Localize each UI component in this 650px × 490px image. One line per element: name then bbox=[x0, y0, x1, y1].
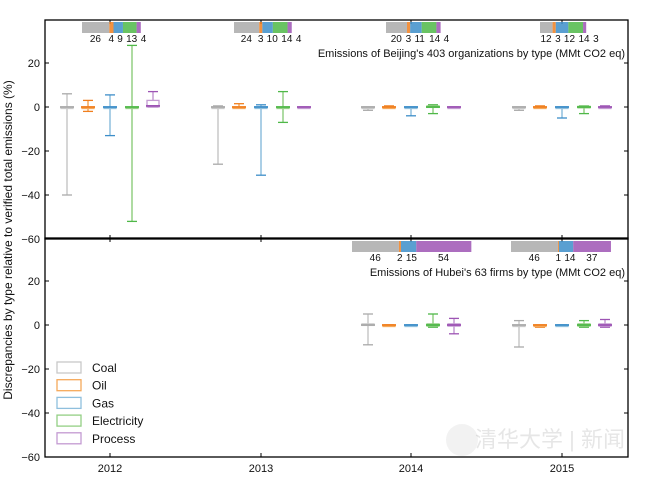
legend-swatch-electricity bbox=[56, 414, 82, 427]
emission-bar-label: 3 bbox=[555, 34, 561, 45]
x-tick-label: 2012 bbox=[98, 463, 122, 475]
legend-label-oil: Oil bbox=[92, 379, 107, 393]
emission-bar-segment-electricity bbox=[272, 22, 288, 33]
emission-bar-segment-process bbox=[436, 22, 441, 33]
legend-swatch-gas bbox=[56, 396, 82, 410]
emission-bar-label: 12 bbox=[541, 34, 553, 45]
y-tick-label: 0 bbox=[34, 320, 40, 332]
emission-bar-label: 46 bbox=[529, 253, 541, 264]
emission-bar-label: 4 bbox=[109, 34, 115, 45]
emission-bar-label: 14 bbox=[281, 34, 293, 45]
emission-bar-label: 4 bbox=[444, 34, 450, 45]
legend-swatch-oil bbox=[56, 379, 82, 392]
y-tick-label: 20 bbox=[28, 276, 40, 288]
y-tick-label: −20 bbox=[21, 146, 40, 158]
emission-bar-label: 4 bbox=[296, 34, 302, 45]
emission-bar-segment-oil bbox=[259, 22, 263, 33]
legend-label-gas: Gas bbox=[92, 396, 114, 410]
y-tick-label: 0 bbox=[34, 102, 40, 114]
emission-bar-segment-electricity bbox=[568, 22, 584, 33]
hubei-panel-title: Emissions of Hubei's 63 firms by type (M… bbox=[370, 267, 625, 279]
emission-bar-segment-process bbox=[287, 22, 292, 33]
emission-bar-label: 14 bbox=[579, 34, 591, 45]
emission-bar-segment-electricity bbox=[122, 22, 137, 33]
emission-bar-label: 10 bbox=[267, 34, 279, 45]
watermark-logo: 清华大学 | 新闻 bbox=[475, 427, 625, 452]
y-tick-label: −40 bbox=[21, 190, 40, 202]
y-tick-label: −60 bbox=[21, 452, 40, 464]
emission-bar-segment-coal bbox=[540, 22, 553, 33]
emission-bar-label: 20 bbox=[391, 34, 403, 45]
emission-bar-label: 3 bbox=[593, 34, 599, 45]
emission-bar-segment-coal bbox=[352, 241, 399, 252]
emission-bar-label: 13 bbox=[126, 34, 138, 45]
emission-bar-segment-gas bbox=[558, 241, 574, 252]
emission-bar-segment-oil bbox=[109, 22, 114, 33]
emission-bar-label: 3 bbox=[258, 34, 264, 45]
emission-bar-label: 37 bbox=[586, 253, 598, 264]
emission-bar-label: 46 bbox=[370, 253, 382, 264]
plot-frame-beijing bbox=[44, 19, 629, 240]
emission-bar-segment-process bbox=[136, 22, 141, 33]
emission-bar-label: 2 bbox=[397, 253, 403, 264]
emission-bar-label: 54 bbox=[438, 253, 450, 264]
emission-bar-segment-process bbox=[573, 241, 611, 252]
y-axis-label: Discrepancies by type relative to verifi… bbox=[1, 80, 15, 399]
legend-swatch-coal bbox=[56, 361, 82, 374]
emission-bar-label: 14 bbox=[564, 253, 576, 264]
emission-bar-segment-coal bbox=[386, 22, 407, 33]
beijing-panel-title: Emissions of Beijing's 403 organizations… bbox=[318, 48, 625, 60]
legend-label-electricity: Electricity bbox=[92, 414, 143, 428]
x-tick-label: 2014 bbox=[399, 463, 423, 475]
x-tick-label: 2013 bbox=[249, 463, 273, 475]
legend-label-process: Process bbox=[92, 432, 135, 446]
emission-bar-segment-gas bbox=[410, 22, 422, 33]
emission-bar-segment-process bbox=[416, 241, 472, 252]
emission-bar-label: 14 bbox=[429, 34, 441, 45]
emission-bar-segment-process bbox=[583, 22, 587, 33]
emission-bar-label: 24 bbox=[241, 34, 253, 45]
emission-bar-label: 11 bbox=[414, 34, 425, 45]
y-tick-label: −40 bbox=[21, 408, 40, 420]
emission-bar-segment-gas bbox=[555, 22, 569, 33]
watermark-seal-icon bbox=[446, 424, 478, 456]
emission-bar-label: 15 bbox=[406, 253, 418, 264]
legend-swatch-process bbox=[56, 432, 82, 445]
plot-frame-hubei bbox=[44, 237, 629, 458]
emission-bar-segment-coal bbox=[82, 22, 110, 33]
emission-bar-segment-oil bbox=[398, 241, 401, 252]
x-tick-label: 2015 bbox=[550, 463, 574, 475]
emission-bar-segment-electricity bbox=[421, 22, 437, 33]
emission-bar-segment-gas bbox=[400, 241, 417, 252]
box-process bbox=[146, 99, 160, 108]
emission-bar-segment-oil bbox=[407, 22, 411, 33]
emission-bar-label: 26 bbox=[90, 34, 102, 45]
emission-bar-label: 3 bbox=[406, 34, 412, 45]
y-tick-label: −60 bbox=[21, 234, 40, 246]
emission-bar-segment-gas bbox=[113, 22, 123, 33]
emission-bar-segment-oil bbox=[557, 241, 559, 252]
emission-bar-label: 9 bbox=[117, 34, 123, 45]
y-tick-label: −20 bbox=[21, 364, 40, 376]
emission-bar-segment-gas bbox=[262, 22, 273, 33]
emission-bar-segment-coal bbox=[234, 22, 260, 33]
emission-bar-segment-oil bbox=[552, 22, 556, 33]
emission-bar-label: 4 bbox=[141, 34, 147, 45]
emission-bar-label: 1 bbox=[556, 253, 562, 264]
emission-bar-label: 12 bbox=[564, 34, 576, 45]
legend-label-coal: Coal bbox=[92, 361, 117, 375]
emission-bar-segment-coal bbox=[511, 241, 558, 252]
y-tick-label: 20 bbox=[28, 58, 40, 70]
